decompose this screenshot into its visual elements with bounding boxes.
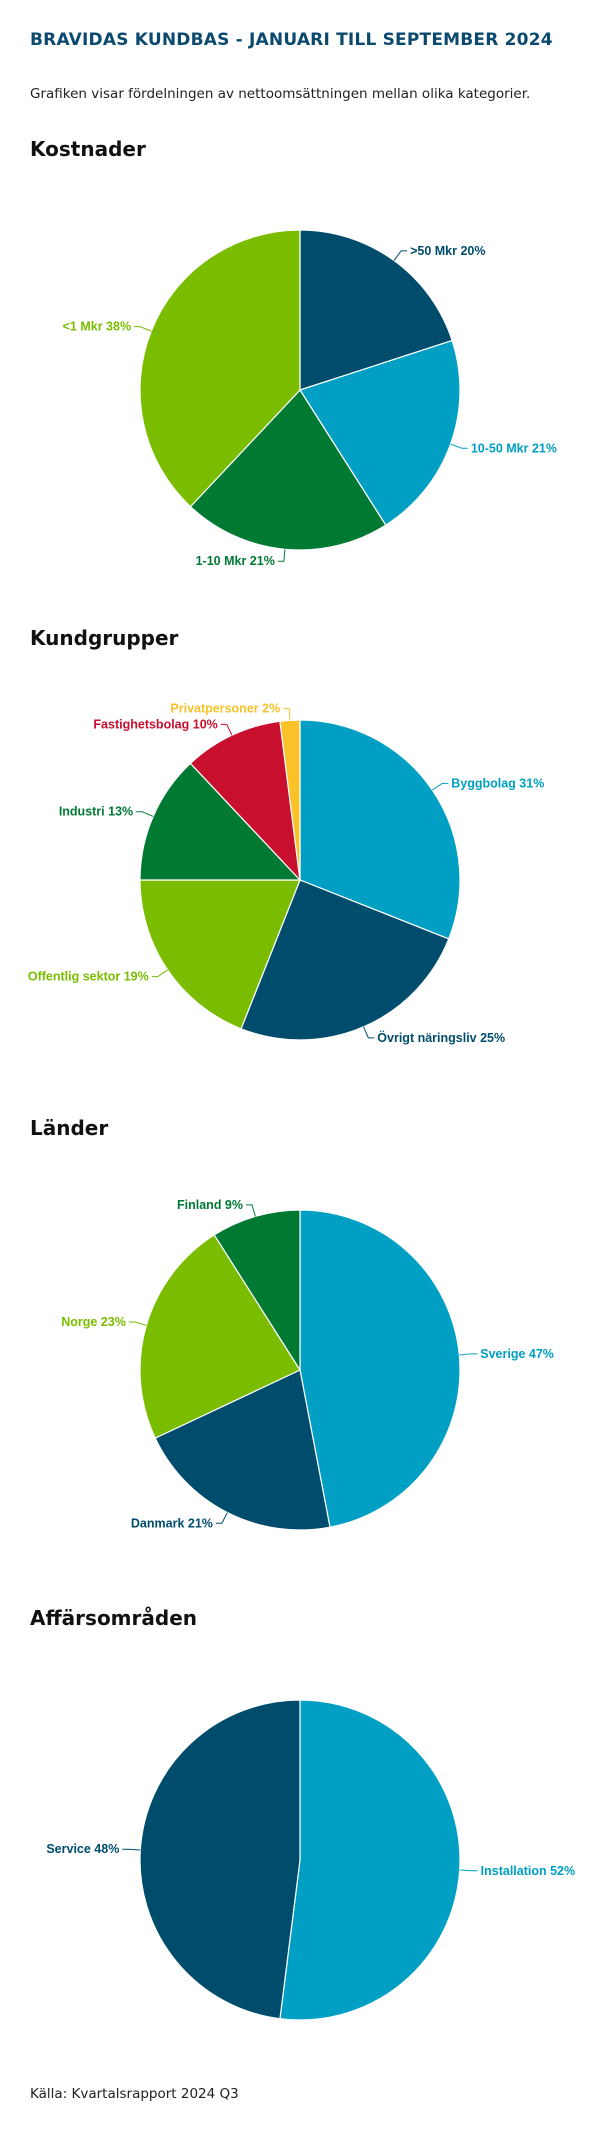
- pie-slice-danmark-21: [154, 1369, 331, 1531]
- slice-label-service-48: Service 48%: [46, 1842, 119, 1856]
- pie-slice-1-mkr-38: [139, 229, 301, 508]
- slice-label-fastighetsbolag-10: Fastighetsbolag 10%: [93, 717, 217, 731]
- pie-chart-kundgrupper: Byggbolag 31% Övrigt näringsliv 25% Offent…: [28, 701, 544, 1045]
- slice-label-1-mkr-38: <1 Mkr 38%: [63, 320, 131, 334]
- leader-line-danmark-21: [215, 1512, 228, 1524]
- section-title-lander: Länder: [30, 1116, 109, 1140]
- slice-label-norge-23: Norge 23%: [61, 1315, 126, 1329]
- leader-line-1-10-mkr-21: [277, 549, 286, 562]
- slice-label-offentlig-sektor-19: Offentlig sektor 19%: [28, 970, 149, 984]
- leader-line-installation-52: [459, 1869, 478, 1872]
- leader-line-10-50-mkr-21: [450, 443, 468, 449]
- leader-line-sverige-47: [459, 1353, 478, 1356]
- slice-label-installation-52: Installation 52%: [481, 1864, 575, 1878]
- slice-label-danmark-21: Danmark 21%: [131, 1516, 213, 1530]
- pie-slice-privatpersoner-2: [279, 719, 301, 881]
- section-title-kundgrupper: Kundgrupper: [30, 626, 179, 650]
- pie-slice-10-50-mkr-21: [299, 339, 461, 526]
- page-subtitle: Grafiken visar fördelningen av nettoomsä…: [30, 86, 531, 102]
- page-title: BRAVIDAS KUNDBAS - JANUARI TILL SEPTEMBE…: [30, 30, 553, 50]
- pie-slice-norge-23: [139, 1234, 301, 1439]
- pie-slice-offentlig-sektor-19: [139, 879, 301, 1030]
- slice-label-ovrigt-naringsliv-25: Övrigt näringsliv 25%: [377, 1030, 505, 1045]
- leader-line-byggbolag-31: [432, 782, 449, 791]
- leader-line-ovrigt-naringsliv-25: [363, 1026, 375, 1039]
- pie-chart-affarsomraden: Installation 52% Service 48%: [46, 1699, 575, 2021]
- pie-chart-lander: Sverige 47% Danmark 21% Norge 23% Finland 9…: [61, 1198, 554, 1531]
- leader-line-service-48: [122, 1848, 141, 1851]
- pie-chart-kostnader: >50 Mkr 20% 10-50 Mkr 21% 1-10 Mkr 21% <1 M…: [63, 229, 557, 568]
- pie-slice-industri-13: [139, 762, 302, 881]
- pie-slice-byggbolag-31: [299, 719, 461, 940]
- pie-slice-service-48: [139, 1699, 301, 2020]
- slice-label-sverige-47: Sverige 47%: [480, 1347, 554, 1361]
- leader-line-50-mkr-20: [393, 250, 408, 261]
- slice-label-privatpersoner-2: Privatpersoner 2%: [170, 701, 280, 715]
- pie-slice-installation-52: [279, 1699, 461, 2021]
- slice-label-50-mkr-20: >50 Mkr 20%: [410, 244, 485, 258]
- leader-line-privatpersoner-2: [283, 707, 291, 721]
- leader-line-1-mkr-38: [134, 326, 152, 332]
- slice-label-finland-9: Finland 9%: [177, 1198, 243, 1212]
- slice-label-byggbolag-31: Byggbolag 31%: [451, 776, 544, 790]
- slice-label-industri-13: Industri 13%: [59, 805, 133, 819]
- slice-label-1-10-mkr-21: 1-10 Mkr 21%: [196, 554, 275, 568]
- section-title-kostnader: Kostnader: [30, 137, 146, 161]
- leader-line-industri-13: [136, 811, 154, 817]
- source-note: Källa: Kvartalsrapport 2024 Q3: [30, 2086, 239, 2102]
- leader-line-finland-9: [246, 1204, 256, 1217]
- pie-slice-sverige-47: [299, 1209, 461, 1528]
- leader-line-fastighetsbolag-10: [220, 723, 233, 736]
- slice-label-10-50-mkr-21: 10-50 Mkr 21%: [471, 441, 557, 455]
- leader-line-offentlig-sektor-19: [151, 969, 168, 978]
- pie-slice-finland-9: [213, 1209, 301, 1373]
- pie-slice-1-10-mkr-21: [189, 389, 387, 551]
- leader-line-norge-23: [128, 1321, 147, 1326]
- section-title-affarsomraden: Affärsområden: [30, 1606, 198, 1630]
- pie-slice-ovrigt-naringsliv-25: [240, 879, 450, 1041]
